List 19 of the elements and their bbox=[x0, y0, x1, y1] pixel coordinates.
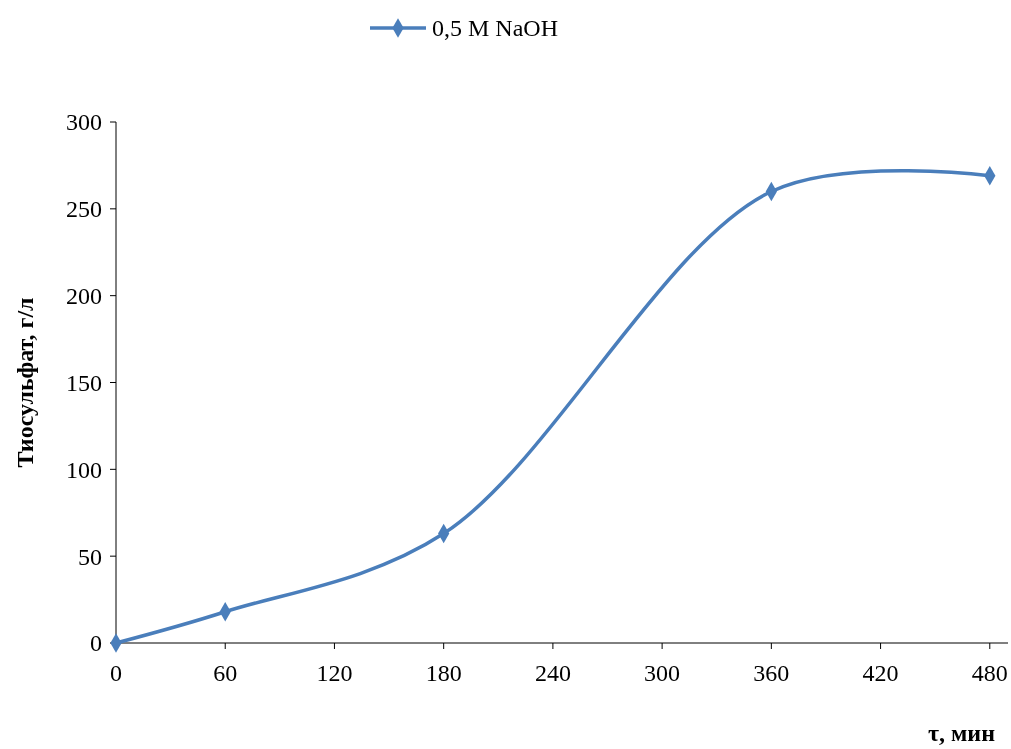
x-tick-label: 240 bbox=[534, 660, 571, 686]
x-tick-label: 300 bbox=[644, 660, 681, 686]
y-tick-label: 200 bbox=[66, 283, 102, 310]
x-tick-label: 120 bbox=[316, 660, 353, 686]
y-tick-label: 0 bbox=[90, 630, 102, 657]
legend-label: 0,5 M NaOH bbox=[432, 15, 558, 42]
x-tick-label: 180 bbox=[425, 660, 462, 686]
y-tick-label: 250 bbox=[66, 196, 102, 223]
y-tick-label: 100 bbox=[66, 456, 102, 483]
x-axis-title: τ, мин bbox=[927, 720, 996, 746]
x-tick-label: 60 bbox=[213, 660, 238, 686]
x-tick-label: 360 bbox=[753, 660, 790, 686]
y-axis-title: Тиосульфат, г/л bbox=[12, 297, 38, 468]
x-tick-label: 420 bbox=[862, 660, 899, 686]
x-tick-label: 0 bbox=[110, 660, 122, 686]
y-tick-label: 150 bbox=[66, 369, 102, 396]
y-tick-label: 50 bbox=[78, 543, 102, 570]
y-tick-label: 300 bbox=[66, 109, 102, 136]
x-tick-label: 480 bbox=[971, 660, 1008, 686]
